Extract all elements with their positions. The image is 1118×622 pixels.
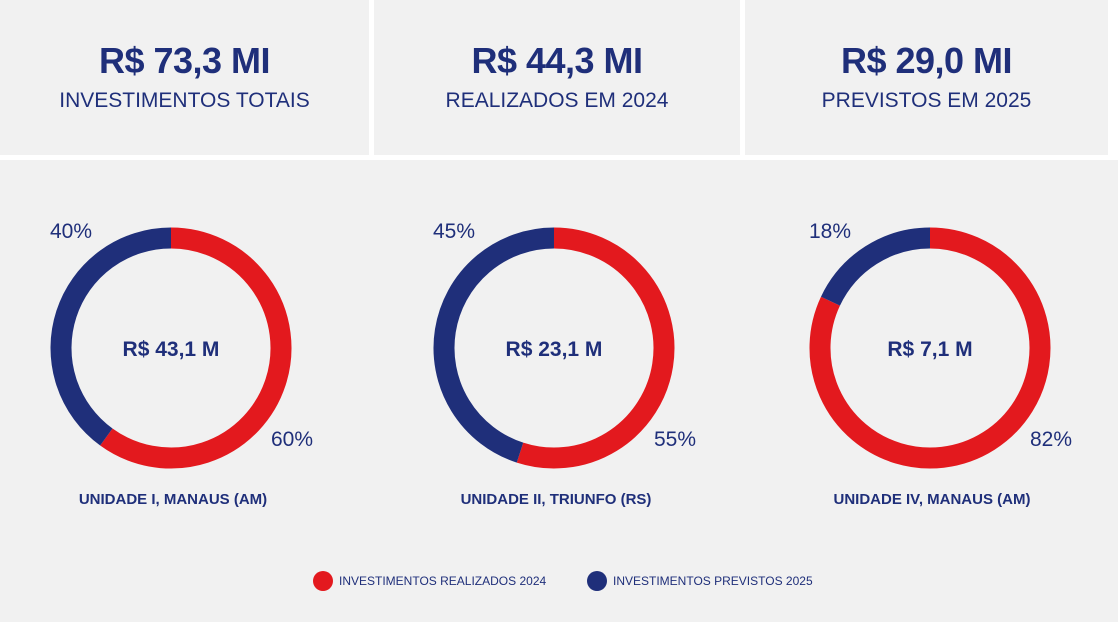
donut-center-label: R$ 7,1 M xyxy=(887,338,972,361)
kpi-card-previstos: R$ 29,0 MI PREVISTOS EM 2025 xyxy=(745,0,1108,155)
donut-slice-previstos xyxy=(433,227,555,463)
donut-slice-realizados xyxy=(100,227,292,469)
percent-label-realizados: 60% xyxy=(271,428,313,451)
donut-center-label: R$ 23,1 M xyxy=(506,338,603,361)
kpi-label: REALIZADOS EM 2024 xyxy=(445,88,669,112)
donut-slice-realizados xyxy=(516,227,675,469)
percent-label-previstos: 45% xyxy=(433,220,475,243)
percent-label-previstos: 40% xyxy=(50,220,92,243)
percent-label-previstos: 18% xyxy=(809,220,851,243)
legend-item-previstos: INVESTIMENTOS PREVISTOS 2025 xyxy=(587,571,813,591)
kpi-row: R$ 73,3 MI INVESTIMENTOS TOTAIS R$ 44,3 … xyxy=(0,0,1118,155)
legend-label: INVESTIMENTOS REALIZADOS 2024 xyxy=(339,574,547,588)
donut-slice-realizados xyxy=(809,227,1051,469)
kpi-value: R$ 44,3 MI xyxy=(471,39,643,81)
legend-label: INVESTIMENTOS PREVISTOS 2025 xyxy=(613,574,813,588)
kpi-value: R$ 73,3 MI xyxy=(98,39,271,81)
percent-label-realizados: 55% xyxy=(654,428,696,451)
legend-item-realizados: INVESTIMENTOS REALIZADOS 2024 xyxy=(313,571,546,591)
percent-label-realizados: 82% xyxy=(1030,428,1072,451)
kpi-card-realizados: R$ 44,3 MI REALIZADOS EM 2024 xyxy=(374,0,740,155)
unit-label: UNIDADE II, TRIUNFO (RS) xyxy=(461,491,652,508)
kpi-label: PREVISTOS EM 2025 xyxy=(821,88,1032,112)
legend-swatch-realizados xyxy=(313,571,333,591)
legend: INVESTIMENTOS REALIZADOS 2024 INVESTIMEN… xyxy=(0,571,1118,591)
kpi-label: INVESTIMENTOS TOTAIS xyxy=(59,88,310,112)
unit-label: UNIDADE I, MANAUS (AM) xyxy=(79,491,267,508)
kpi-value: R$ 29,0 MI xyxy=(840,39,1013,81)
kpi-card-total: R$ 73,3 MI INVESTIMENTOS TOTAIS xyxy=(0,0,369,155)
donut-slice-previstos xyxy=(820,227,931,306)
donut-center-label: R$ 43,1 M xyxy=(123,338,220,361)
legend-swatch-previstos xyxy=(587,571,607,591)
unit-label: UNIDADE IV, MANAUS (AM) xyxy=(834,491,1031,508)
donut-slice-previstos xyxy=(50,227,172,446)
